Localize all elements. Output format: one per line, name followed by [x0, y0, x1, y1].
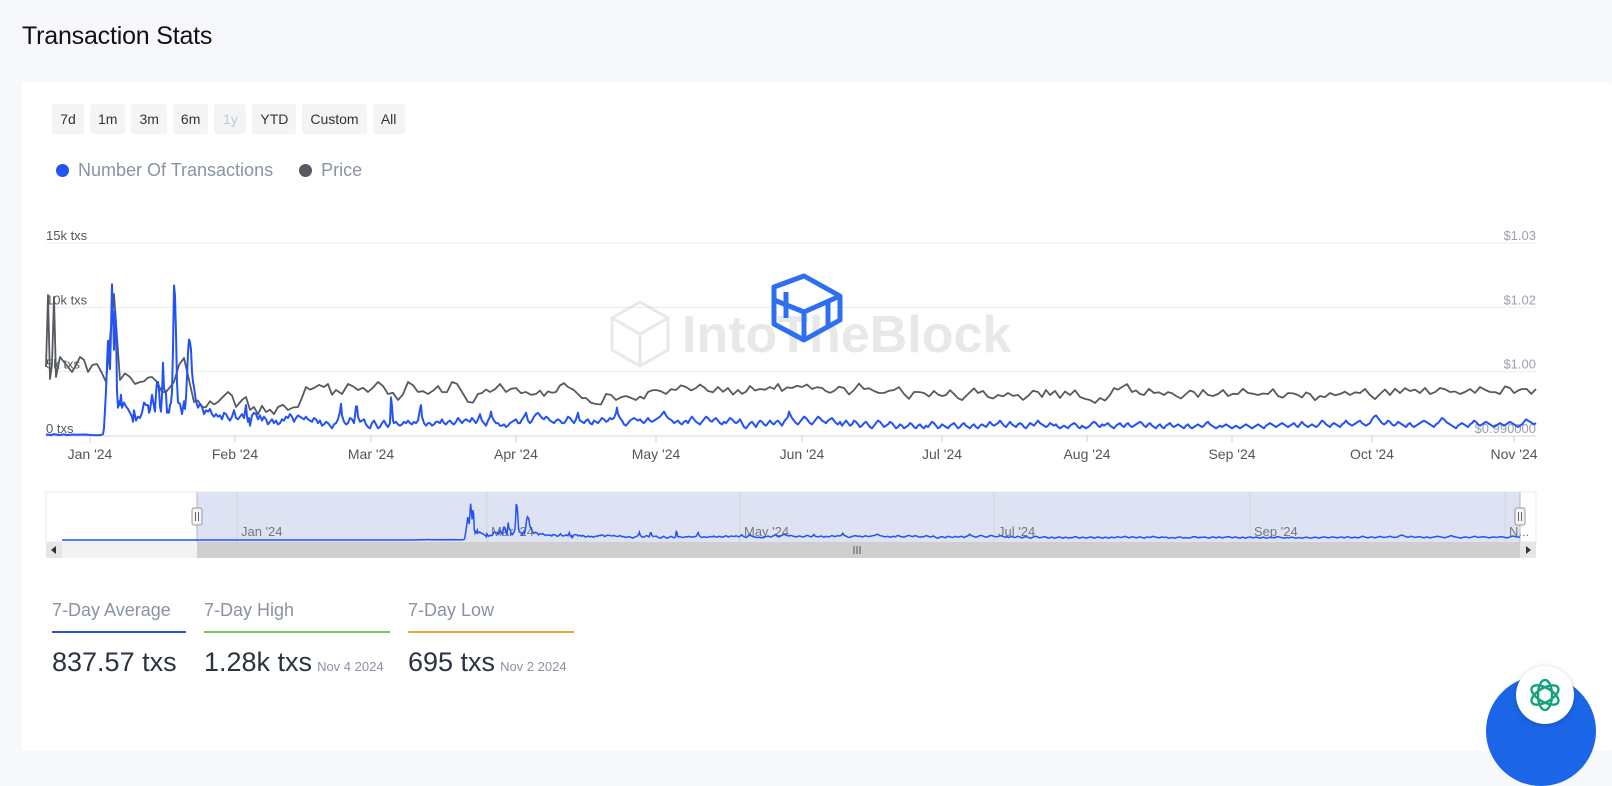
x-tick-label: Jul '24 [922, 446, 962, 462]
stat-value: 1.28k txs [204, 647, 313, 677]
x-tick-label: Feb '24 [212, 446, 258, 462]
range-button-7d[interactable]: 7d [52, 104, 84, 134]
assistant-logo-icon [1530, 678, 1560, 712]
legend-label: Price [321, 160, 363, 180]
legend-dot [299, 164, 313, 177]
navigator-scrollbar[interactable] [46, 542, 1536, 558]
stat-label: 7-Day Average [52, 600, 171, 620]
transaction-stats-card: 0 txs 5k txs 10k txs 15k txs $0.990000 $1.00 $… [22, 82, 1612, 751]
range-button-6m[interactable]: 6m [172, 104, 209, 134]
stat-7-day-high: 7-Day High 1.28k txs Nov 4 2024 [204, 600, 390, 678]
range-button-custom[interactable]: Custom [302, 104, 367, 134]
stat-underline [408, 631, 574, 633]
stat-value-row: 1.28k txs Nov 4 2024 [204, 647, 390, 678]
range-selector: 7d 1m 3m 6m 1y YTD Custom All [52, 104, 405, 134]
page-title: Transaction Stats [22, 22, 213, 50]
navigator-tick-label: Mar '24 [491, 524, 534, 539]
navigator-tick-label: Sep '24 [1254, 524, 1298, 539]
stat-label: 7-Day High [204, 600, 295, 620]
x-tick-label: Jan '24 [68, 446, 113, 462]
y-left-tick-label: 10k txs [46, 292, 88, 307]
arrow-right-icon [1526, 546, 1531, 554]
range-button-1m[interactable]: 1m [90, 104, 126, 134]
navigator-tick-label: May '24 [744, 524, 789, 539]
watermark: IntoTheBlock [610, 300, 1011, 368]
x-tick-label: May '24 [632, 446, 681, 462]
stat-date: Nov 2 2024 [500, 659, 567, 674]
range-navigator[interactable]: Jan '24 Mar '24 May '24 Jul '24 Sep '24 N... [45, 491, 1537, 558]
stat-underline [204, 631, 390, 633]
stat-7-day-low: 7-Day Low 695 txs Nov 2 2024 [408, 600, 574, 678]
y-right-tick-label: $1.00 [1503, 357, 1536, 372]
price-series-line[interactable] [45, 293, 1537, 416]
y-left-tick-label: 5k txs [46, 357, 80, 372]
y-left-tick-label: 0 txs [46, 421, 74, 436]
stat-value-row: 695 txs Nov 2 2024 [408, 647, 574, 678]
navigator-tick-label: Jul '24 [998, 524, 1035, 539]
navigator-handle[interactable] [191, 507, 203, 526]
x-tick-label: Aug '24 [1063, 446, 1110, 462]
transactions-series-line[interactable] [45, 283, 1537, 437]
stat-value: 695 txs [408, 647, 496, 677]
x-tick-label: Nov '24 [1490, 446, 1537, 462]
arrow-left-icon [51, 546, 56, 554]
x-tick-label: Jun '24 [780, 446, 825, 462]
x-tick-label: Mar '24 [348, 446, 394, 462]
range-button-1y: 1y [214, 104, 247, 134]
stat-date: Nov 4 2024 [317, 659, 384, 674]
stat-value-row: 837.57 txs [52, 647, 186, 678]
navigator-series-line [62, 503, 1521, 541]
legend-item-transactions[interactable]: Number Of Transactions [56, 160, 273, 181]
range-button-all[interactable]: All [372, 104, 405, 134]
stat-underline [52, 631, 186, 633]
range-button-3m[interactable]: 3m [131, 104, 167, 134]
y-right-tick-label: $1.02 [1503, 292, 1536, 307]
scrollbar-thumb[interactable] [197, 542, 1520, 558]
watermark-text: IntoTheBlock [682, 306, 1011, 364]
y-right-tick-label: $1.03 [1503, 228, 1536, 243]
chart-legend: Number Of Transactions Price [56, 160, 362, 181]
navigator-handle[interactable] [1514, 507, 1526, 526]
legend-item-price[interactable]: Price [299, 160, 362, 181]
stat-value: 837.57 txs [52, 647, 177, 677]
stats-row: 7-Day Average 837.57 txs 7-Day High 1.28k t… [52, 600, 574, 678]
cube-logo-icon [771, 273, 843, 343]
stat-7-day-average: 7-Day Average 837.57 txs [52, 600, 186, 678]
legend-dot [56, 164, 69, 177]
navigator-tick-label: Jan '24 [241, 524, 283, 539]
assistant-badge[interactable] [1516, 666, 1574, 724]
y-left-tick-label: 15k txs [46, 228, 88, 243]
x-tick-label: Apr '24 [494, 446, 538, 462]
stat-label: 7-Day Low [408, 600, 495, 620]
x-tick-label: Oct '24 [1350, 446, 1394, 462]
legend-label: Number Of Transactions [78, 160, 274, 180]
navigator-selected-range[interactable] [197, 492, 1520, 542]
navigator-tick-label: N... [1509, 524, 1529, 539]
x-tick-label: Sep '24 [1208, 446, 1255, 462]
range-button-ytd[interactable]: YTD [252, 104, 297, 134]
